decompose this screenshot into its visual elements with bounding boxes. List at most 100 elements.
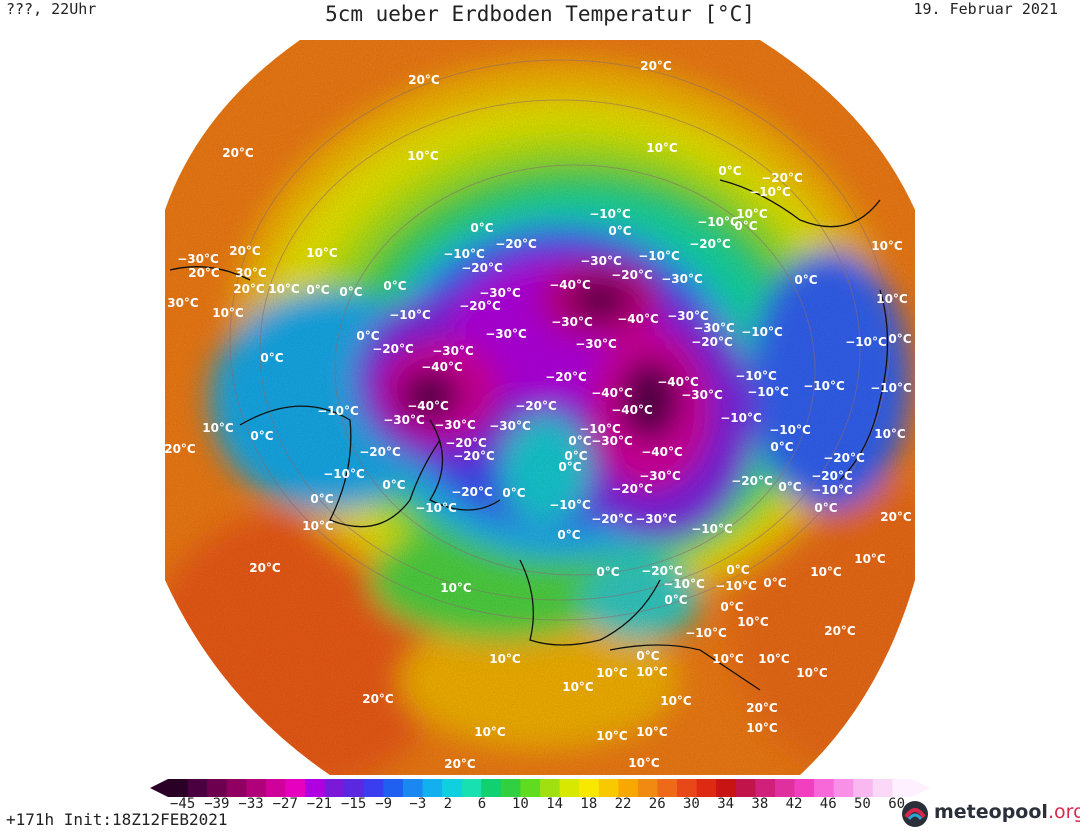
temperature-label: 10°C — [874, 427, 906, 441]
logo-main: meteopool — [934, 801, 1048, 823]
temperature-label: 0°C — [726, 563, 749, 577]
temperature-label: −10°C — [389, 308, 431, 322]
temperature-label: 20°C — [188, 266, 220, 280]
temperature-label: 10°C — [876, 292, 908, 306]
temperature-label: 0°C — [502, 486, 525, 500]
colorbar-swatch — [226, 779, 247, 797]
colorbar-swatch — [383, 779, 404, 797]
temperature-label: 20°C — [444, 757, 476, 771]
colorbar-swatch — [540, 779, 561, 797]
temperature-label: 0°C — [306, 283, 329, 297]
temperature-label: 10°C — [440, 581, 472, 595]
temperature-label: 30°C — [235, 266, 267, 280]
colorbar-swatch — [696, 779, 717, 797]
temperature-label: 10°C — [871, 239, 903, 253]
temperature-label: −20°C — [545, 370, 587, 384]
colorbar-swatch — [324, 779, 345, 797]
temperature-label: −20°C — [691, 335, 733, 349]
temperature-label: −20°C — [591, 512, 633, 526]
temperature-label: 20°C — [164, 442, 196, 456]
temperature-label: 10°C — [854, 552, 886, 566]
colorbar-swatch — [814, 779, 835, 797]
colorbar-tick-label: 26 — [648, 796, 666, 812]
colorbar-tick-label: −45 — [170, 796, 196, 812]
colorbar-tick-label: −27 — [272, 796, 298, 812]
colorbar-swatch — [735, 779, 756, 797]
temperature-label: −30°C — [551, 315, 593, 329]
temperature-label: 20°C — [746, 701, 778, 715]
temperature-label: 0°C — [778, 480, 801, 494]
temperature-label: −10°C — [317, 404, 359, 418]
temperature-label: 0°C — [794, 273, 817, 287]
temperature-label: 10°C — [636, 725, 668, 739]
temperature-label: 0°C — [382, 478, 405, 492]
temperature-label: −40°C — [611, 403, 653, 417]
temperature-label: −30°C — [383, 413, 425, 427]
temperature-label: −10°C — [443, 247, 485, 261]
temperature-label: 0°C — [718, 164, 741, 178]
temperature-label: 10°C — [474, 725, 506, 739]
temperature-label: −10°C — [735, 369, 777, 383]
colorbar-tick-label: 50 — [854, 796, 871, 812]
colorbar-swatch — [559, 779, 580, 797]
colorbar-swatch — [637, 779, 658, 797]
temperature-label: −10°C — [749, 185, 791, 199]
east-asia-coast — [839, 289, 889, 481]
colorbar-swatch — [716, 779, 737, 797]
temperature-label: −30°C — [177, 252, 219, 266]
coastlines — [169, 179, 889, 691]
temperature-label: −20°C — [811, 469, 853, 483]
colorbar-tick-label: 34 — [717, 796, 735, 812]
temperature-label: −10°C — [549, 498, 591, 512]
temperature-label: 10°C — [306, 246, 338, 260]
temperature-label: 10°C — [810, 565, 842, 579]
colorbar-tick-label: 42 — [785, 796, 803, 812]
colorbar-tick-label: 22 — [614, 796, 632, 812]
temperature-label: −20°C — [459, 299, 501, 313]
temperature-label: 10°C — [302, 519, 334, 533]
temperature-label: 10°C — [636, 665, 668, 679]
colorbar-tick-label: 14 — [546, 796, 564, 812]
temperature-label: −20°C — [823, 451, 865, 465]
temperature-label: −30°C — [661, 272, 703, 286]
temperature-label: 20°C — [233, 282, 265, 296]
temperature-label: −40°C — [407, 399, 449, 413]
colorbar-swatch — [168, 779, 189, 797]
logo-suffix: .org — [1047, 801, 1080, 823]
colorbar-tick-label: 2 — [443, 796, 453, 812]
alaska-coast — [169, 266, 251, 281]
temperature-label: 0°C — [339, 285, 362, 299]
temperature-label: 0°C — [763, 576, 786, 590]
temperature-label: −10°C — [720, 411, 762, 425]
temperature-label: −30°C — [693, 321, 735, 335]
temperature-label: −10°C — [741, 325, 783, 339]
temperature-label: −40°C — [657, 375, 699, 389]
temperature-label: 10°C — [407, 149, 439, 163]
temperature-label: 20°C — [640, 59, 672, 73]
temperature-label: −20°C — [461, 261, 503, 275]
temperature-label: −40°C — [641, 445, 683, 459]
temperature-label: −20°C — [641, 564, 683, 578]
colorbar-swatch — [598, 779, 619, 797]
temperature-label: −30°C — [639, 469, 681, 483]
colorbar-swatch — [344, 779, 365, 797]
temperature-label: −30°C — [591, 434, 633, 448]
colorbar-swatch — [246, 779, 267, 797]
temperature-label: −30°C — [681, 388, 723, 402]
colorbar-swatch — [363, 779, 384, 797]
temperature-label: −30°C — [432, 344, 474, 358]
temperature-label: −20°C — [611, 268, 653, 282]
colorbar-swatch — [579, 779, 600, 797]
colorbar-tick-label: −33 — [238, 796, 264, 812]
colorbar-swatch — [265, 779, 286, 797]
temperature-label: −10°C — [415, 501, 457, 515]
temperature-label: 10°C — [758, 652, 790, 666]
temperature-label: 0°C — [596, 565, 619, 579]
siberia-east-coast — [719, 179, 881, 228]
temperature-label: 10°C — [596, 666, 628, 680]
temperature-label: −30°C — [434, 418, 476, 432]
temperature-label: −10°C — [579, 422, 621, 436]
temperature-label: 0°C — [310, 492, 333, 506]
colorbar-swatch — [677, 779, 698, 797]
temperature-label: −30°C — [575, 337, 617, 351]
